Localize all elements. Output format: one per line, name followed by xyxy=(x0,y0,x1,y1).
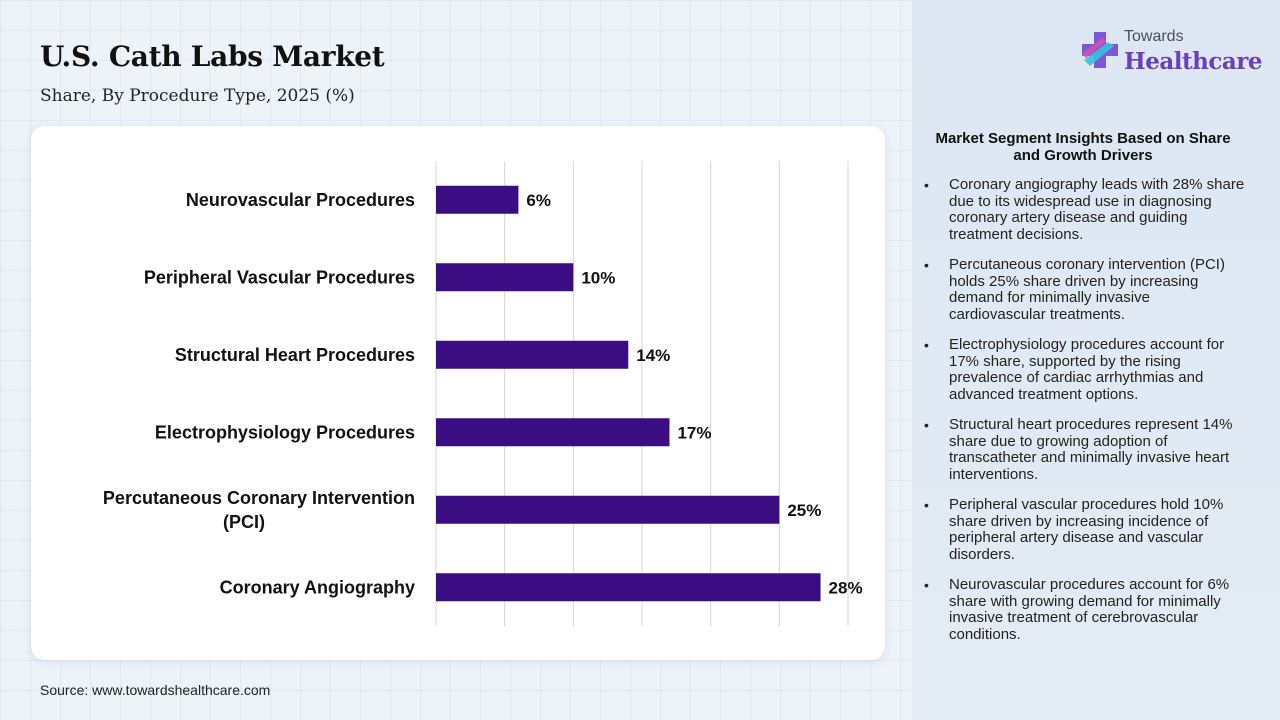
category-label: Structural Heart Procedures xyxy=(175,345,415,365)
chart-subtitle: Share, By Procedure Type, 2025 (%) xyxy=(40,86,355,106)
insight-item: Coronary angiography leads with 28% shar… xyxy=(922,176,1246,243)
medical-cross-icon xyxy=(1082,32,1118,68)
bar-chart: 6% Neurovascular Procedures 10% Peripheral … xyxy=(103,161,863,626)
bar xyxy=(436,573,821,602)
bar xyxy=(436,263,574,292)
category-label: Percutaneous Coronary Intervention xyxy=(103,488,415,508)
source-note: Source: www.towardshealthcare.com xyxy=(40,682,271,698)
bar-value-label: 17% xyxy=(677,423,711,442)
category-label: (PCI) xyxy=(223,512,265,532)
category-label: Coronary Angiography xyxy=(220,577,415,597)
insight-item: Percutaneous coronary intervention (PCI)… xyxy=(922,256,1246,323)
insight-item: Electrophysiology procedures account for… xyxy=(922,336,1246,403)
category-label: Electrophysiology Procedures xyxy=(155,422,415,442)
category-label: Peripheral Vascular Procedures xyxy=(144,267,415,287)
insights-title: Market Segment Insights Based on Share a… xyxy=(935,130,1231,164)
bar xyxy=(436,185,519,214)
bar xyxy=(436,495,780,524)
insight-item: Structural heart procedures represent 14… xyxy=(922,416,1246,483)
insight-item: Neurovascular procedures account for 6% … xyxy=(922,576,1246,643)
towards-healthcare-logo: Towards Healthcare xyxy=(1080,28,1263,78)
logo-text-main: Healthcare xyxy=(1124,48,1263,75)
bar-value-label: 28% xyxy=(829,578,863,597)
bar-value-label: 14% xyxy=(636,346,670,365)
insights-list: Coronary angiography leads with 28% shar… xyxy=(922,176,1246,657)
category-label: Neurovascular Procedures xyxy=(186,190,415,210)
insight-item: Peripheral vascular procedures hold 10% … xyxy=(922,496,1246,563)
logo-text-top: Towards xyxy=(1124,28,1184,45)
bar-value-label: 25% xyxy=(787,501,821,520)
chart-title: U.S. Cath Labs Market xyxy=(40,40,385,73)
chart-card: 6% Neurovascular Procedures 10% Peripheral … xyxy=(31,126,885,660)
bar-value-label: 6% xyxy=(526,191,551,210)
bar xyxy=(436,340,629,369)
bar-value-label: 10% xyxy=(581,268,615,287)
bar xyxy=(436,418,670,447)
